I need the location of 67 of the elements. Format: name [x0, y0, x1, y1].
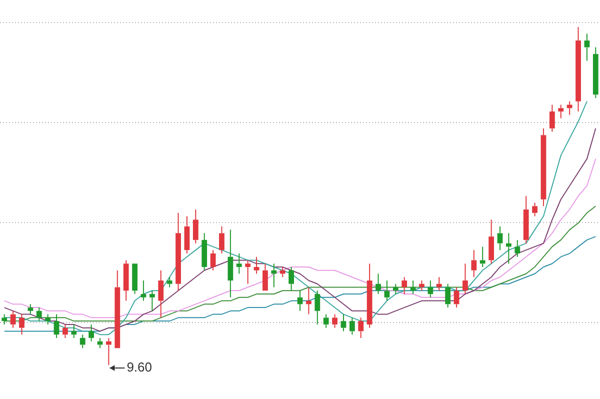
candlestick	[71, 324, 77, 338]
candlestick	[471, 250, 477, 278]
candlestick	[80, 334, 86, 349]
candlestick	[523, 196, 529, 244]
candlestick	[497, 226, 503, 251]
candlestick	[358, 317, 364, 338]
candlestick	[245, 260, 251, 284]
candlestick	[176, 212, 181, 292]
candlestick	[402, 276, 408, 295]
candlestick	[366, 263, 372, 328]
candlestick	[566, 100, 572, 116]
candlestick	[88, 324, 94, 342]
candlestick	[36, 307, 42, 322]
candlestick	[376, 273, 381, 295]
candlestick	[184, 216, 190, 254]
candlestick	[140, 280, 146, 302]
candlestick	[219, 226, 224, 254]
candlestick	[480, 246, 486, 268]
candlestick	[149, 290, 155, 312]
candlestick	[576, 26, 581, 112]
candlestick	[280, 266, 286, 278]
candlestick	[462, 263, 468, 295]
candlestick	[340, 314, 346, 332]
candlestick	[10, 310, 16, 328]
candlestick	[428, 280, 434, 298]
candlestick	[532, 202, 538, 217]
candlestick	[419, 280, 424, 292]
candlestick	[306, 286, 312, 315]
candlestick	[254, 256, 260, 274]
candlestick	[262, 263, 268, 291]
candlestick	[592, 46, 598, 98]
candlestick	[488, 219, 494, 264]
candlestick	[210, 250, 216, 271]
candlestick	[288, 266, 294, 292]
candlestick	[384, 280, 390, 302]
candlestick	[2, 314, 8, 325]
candlestick	[228, 229, 234, 298]
candlestick	[45, 314, 51, 325]
candlestick	[349, 317, 355, 336]
candlestick	[132, 264, 138, 295]
candlestick	[166, 276, 172, 288]
candlestick	[540, 128, 546, 207]
candlestick	[332, 314, 338, 328]
candlestick	[549, 104, 555, 132]
candlestick	[106, 337, 112, 366]
candlestick	[323, 314, 329, 328]
candlestick	[271, 263, 277, 288]
annotation: 9.60	[126, 360, 152, 375]
candlestick	[506, 232, 512, 264]
candlestick	[436, 276, 442, 292]
candlestick	[28, 304, 34, 315]
candlestick	[114, 270, 120, 348]
candlestick	[454, 286, 460, 308]
candlestick	[123, 260, 129, 302]
candlestick	[514, 239, 520, 258]
candlestick	[158, 270, 164, 318]
candlestick	[192, 209, 198, 244]
candlestick	[202, 232, 208, 271]
candlestick	[445, 283, 451, 308]
candlestick	[314, 290, 320, 325]
candlestick	[54, 314, 60, 338]
candlestick	[584, 33, 590, 62]
candlestick	[62, 324, 68, 338]
candlestick	[19, 314, 24, 336]
candlestick	[558, 104, 564, 119]
candlestick	[236, 252, 242, 274]
candlestick	[392, 283, 398, 295]
